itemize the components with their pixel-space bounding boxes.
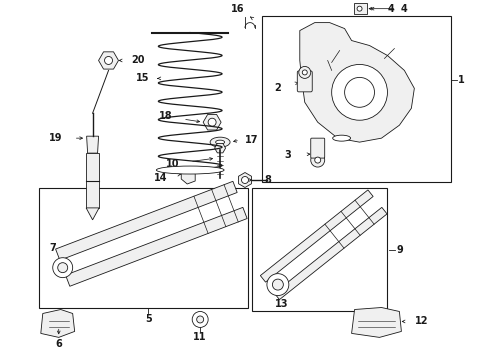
Text: 1: 1 [458,75,465,85]
Text: 18: 18 [158,111,172,121]
Circle shape [53,258,73,278]
Text: 6: 6 [55,339,62,349]
Ellipse shape [156,166,224,174]
Polygon shape [55,181,237,260]
Circle shape [315,157,321,163]
Polygon shape [86,153,99,208]
Circle shape [58,263,68,273]
Text: 13: 13 [275,298,289,309]
Bar [262,15,451,182]
Bar [252,188,388,311]
Text: 20: 20 [132,55,145,66]
Polygon shape [41,310,74,337]
Text: 7: 7 [49,243,56,253]
Text: 5: 5 [145,314,152,324]
Polygon shape [87,136,98,153]
FancyBboxPatch shape [311,138,325,158]
Text: 15: 15 [136,73,149,84]
Text: 8: 8 [265,175,271,185]
Text: 11: 11 [194,332,207,342]
Ellipse shape [210,137,230,147]
Polygon shape [300,23,415,142]
Circle shape [208,118,216,126]
Text: 16: 16 [231,4,245,14]
Polygon shape [86,208,99,220]
Polygon shape [274,207,387,300]
Circle shape [196,316,204,323]
FancyBboxPatch shape [297,71,312,92]
Ellipse shape [333,135,350,141]
Circle shape [192,311,208,328]
Text: 17: 17 [245,135,259,145]
Circle shape [267,274,289,296]
Circle shape [104,57,113,64]
Circle shape [302,70,307,75]
Circle shape [357,6,362,11]
Circle shape [272,279,283,290]
Polygon shape [66,207,247,286]
Circle shape [311,153,325,167]
Text: 3: 3 [285,150,291,160]
Text: 4: 4 [388,4,395,14]
Text: 9: 9 [396,245,403,255]
Text: 10: 10 [166,159,179,169]
Ellipse shape [216,140,224,144]
Circle shape [242,176,248,184]
Circle shape [299,67,311,78]
Bar [39,188,248,307]
Circle shape [344,77,374,107]
Polygon shape [260,190,373,282]
Polygon shape [352,307,401,337]
FancyBboxPatch shape [354,3,367,14]
Text: 2: 2 [274,84,281,93]
Text: 4: 4 [401,4,408,14]
Text: 14: 14 [153,173,167,183]
Polygon shape [181,169,195,184]
Circle shape [332,64,388,120]
Text: 12: 12 [415,316,428,327]
Text: 19: 19 [49,133,63,143]
